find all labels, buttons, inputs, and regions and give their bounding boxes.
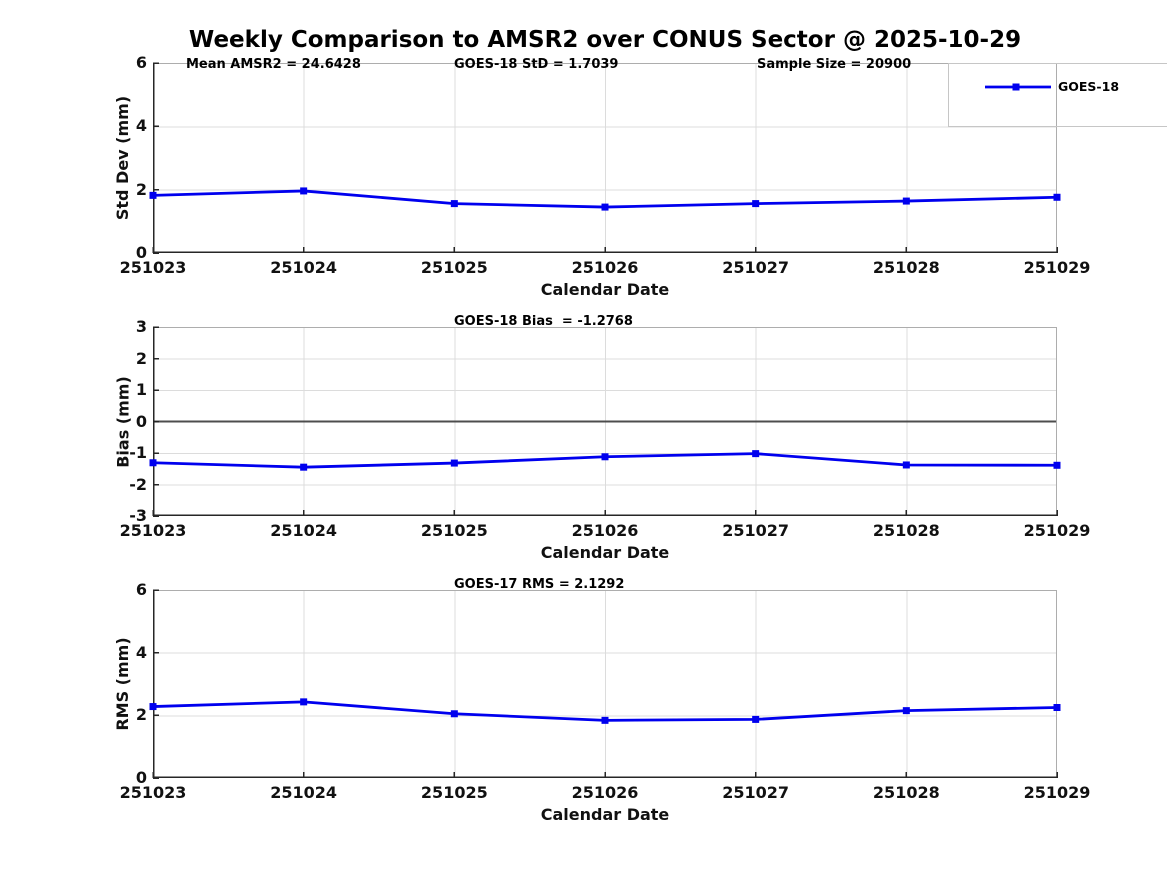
x-tick-label: 251023 [119, 521, 187, 540]
figure-title: Weekly Comparison to AMSR2 over CONUS Se… [188, 27, 1022, 53]
data-point-marker [601, 716, 609, 724]
x-tick-label: 251029 [1023, 258, 1091, 277]
x-tick-label: 251025 [420, 258, 488, 277]
data-point-marker [752, 200, 760, 208]
x-tick-label: 251024 [270, 783, 338, 802]
x-tick-label: 251028 [872, 258, 940, 277]
data-point-marker [300, 698, 308, 706]
y-tick-label: 2 [135, 348, 147, 368]
x-tick-label: 251026 [571, 783, 639, 802]
x-tick-label: 251024 [270, 258, 338, 277]
x-tick-label: 251027 [722, 783, 790, 802]
plot-area-svg [149, 62, 1061, 254]
x-tick-label: 251023 [119, 783, 187, 802]
annotation-text: Mean AMSR2 = 24.6428 [186, 57, 361, 72]
x-tick-label: 251026 [571, 521, 639, 540]
y-tick-label: -2 [129, 474, 147, 494]
x-tick-label: 251023 [119, 258, 187, 277]
y-tick-label: 3 [135, 317, 147, 336]
y-tick-label: 1 [135, 380, 147, 399]
data-point-marker [902, 707, 910, 715]
y-axis-label: Bias (mm) [113, 375, 132, 468]
data-point-marker [1053, 461, 1061, 469]
x-tick-label: 251026 [571, 258, 639, 277]
data-point-marker [752, 450, 760, 458]
annotation-text: GOES-18 StD = 1.7039 [454, 57, 619, 72]
data-point-marker [450, 459, 458, 467]
data-point-marker [902, 461, 910, 469]
x-axis-label: Calendar Date [540, 543, 670, 562]
data-point-marker [149, 191, 157, 199]
legend: GOES-18 [948, 63, 1167, 127]
x-axis-label: Calendar Date [540, 805, 670, 824]
x-tick-label: 251025 [420, 521, 488, 540]
y-tick-label: 4 [135, 642, 147, 662]
x-tick-label: 251028 [872, 521, 940, 540]
y-tick-label: 6 [135, 53, 147, 72]
y-tick-label: 6 [135, 580, 147, 599]
data-point-marker [601, 453, 609, 461]
x-tick-label: 251024 [270, 521, 338, 540]
data-point-marker [300, 187, 308, 195]
data-point-marker [300, 463, 308, 471]
y-tick-label: -3 [129, 506, 147, 525]
annotation-text: GOES-18 Bias = -1.2768 [454, 314, 633, 329]
annotation-text: Sample Size = 20900 [757, 57, 912, 72]
data-point-marker [149, 703, 157, 711]
y-tick-label: 2 [135, 705, 147, 725]
y-tick-label: -1 [129, 443, 147, 462]
data-point-marker [1053, 704, 1061, 711]
plot-area-svg [149, 589, 1061, 779]
x-tick-label: 251027 [722, 258, 790, 277]
y-axis-label: Std Dev (mm) [113, 95, 132, 221]
x-tick-label: 251029 [1023, 521, 1091, 540]
data-point-marker [450, 710, 458, 718]
data-point-marker [1053, 193, 1061, 201]
y-tick-label: 2 [135, 179, 147, 199]
data-point-marker [149, 459, 157, 467]
data-point-marker [752, 715, 760, 723]
legend-label: GOES-18 [1058, 79, 1120, 94]
y-tick-label: 4 [135, 116, 147, 136]
y-axis-label: RMS (mm) [113, 637, 132, 731]
x-axis-label: Calendar Date [540, 280, 670, 299]
x-tick-label: 251025 [420, 783, 488, 802]
legend-line-sample [985, 83, 1051, 91]
data-point-marker [450, 200, 458, 208]
x-tick-label: 251028 [872, 783, 940, 802]
annotation-text: GOES-17 RMS = 2.1292 [454, 577, 625, 592]
y-tick-label: 0 [135, 411, 147, 431]
data-point-marker [902, 197, 910, 205]
y-tick-label: 0 [135, 243, 147, 262]
x-tick-label: 251029 [1023, 783, 1091, 802]
y-tick-label: 0 [135, 768, 147, 787]
plot-area-svg [149, 326, 1061, 517]
x-tick-label: 251027 [722, 521, 790, 540]
data-point-marker [601, 203, 609, 211]
